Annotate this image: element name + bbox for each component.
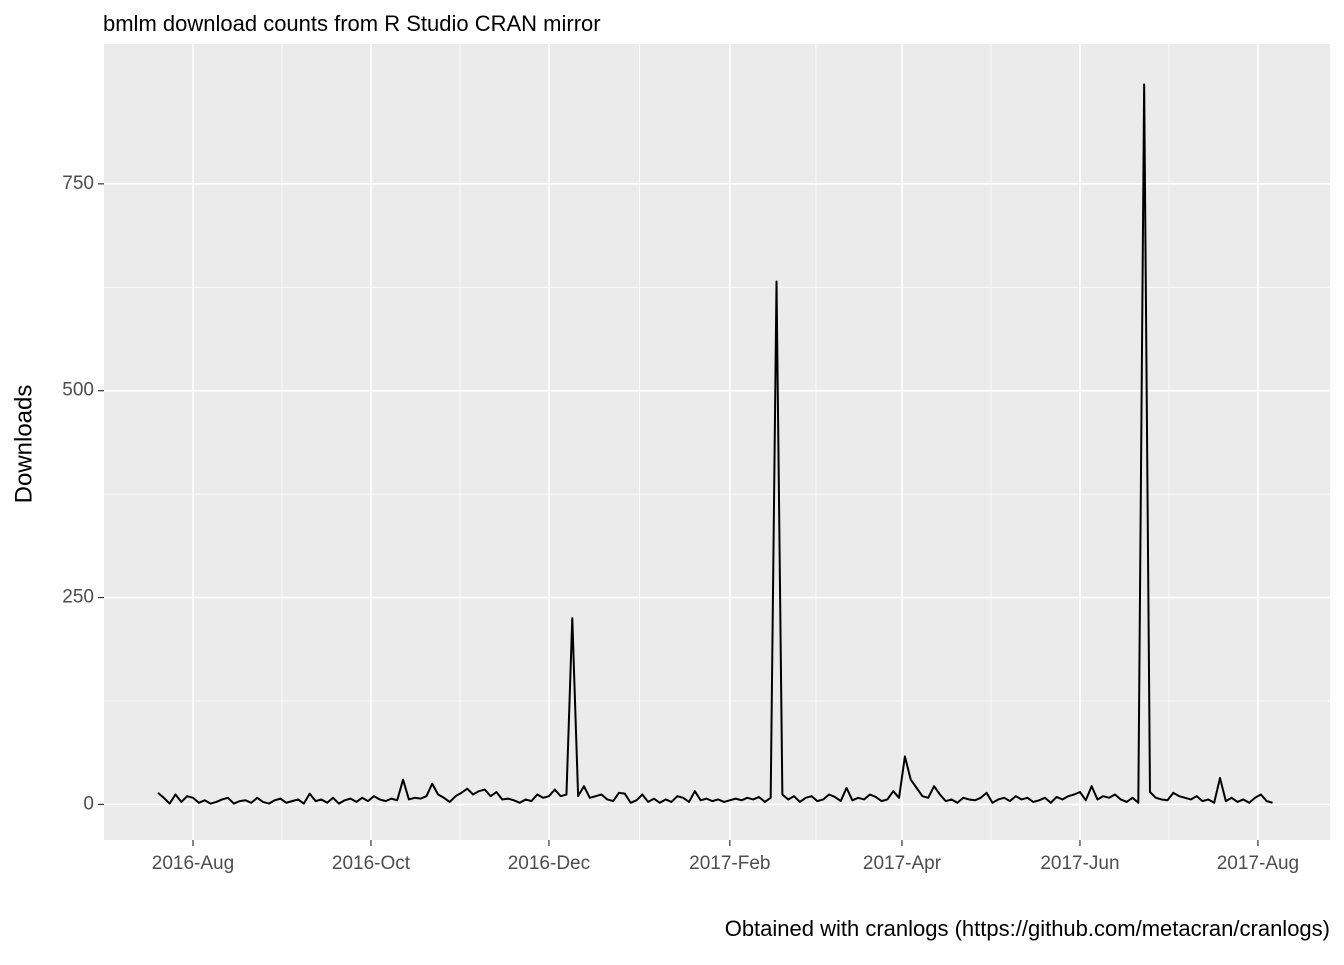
- y-tick-label: 500: [62, 380, 94, 401]
- x-tick-label: 2017-Apr: [863, 853, 942, 874]
- x-tick-label: 2016-Dec: [508, 853, 590, 874]
- caption: Obtained with cranlogs (https://github.c…: [725, 916, 1330, 941]
- x-tick-label: 2017-Jun: [1040, 853, 1119, 874]
- panel: [104, 44, 1330, 840]
- x-tick-label: 2017-Feb: [689, 853, 770, 874]
- y-axis-title: Downloads: [10, 385, 37, 504]
- x-tick-label: 2017-Aug: [1217, 853, 1299, 874]
- x-tick-label: 2016-Aug: [152, 853, 234, 874]
- x-tick-label: 2016-Oct: [332, 853, 411, 874]
- y-tick-label: 750: [62, 173, 94, 194]
- data-line: [157, 83, 1273, 805]
- y-tick-label: 0: [83, 793, 94, 814]
- chart-title: bmlm download counts from R Studio CRAN …: [103, 11, 601, 36]
- y-tick-label: 250: [62, 587, 94, 608]
